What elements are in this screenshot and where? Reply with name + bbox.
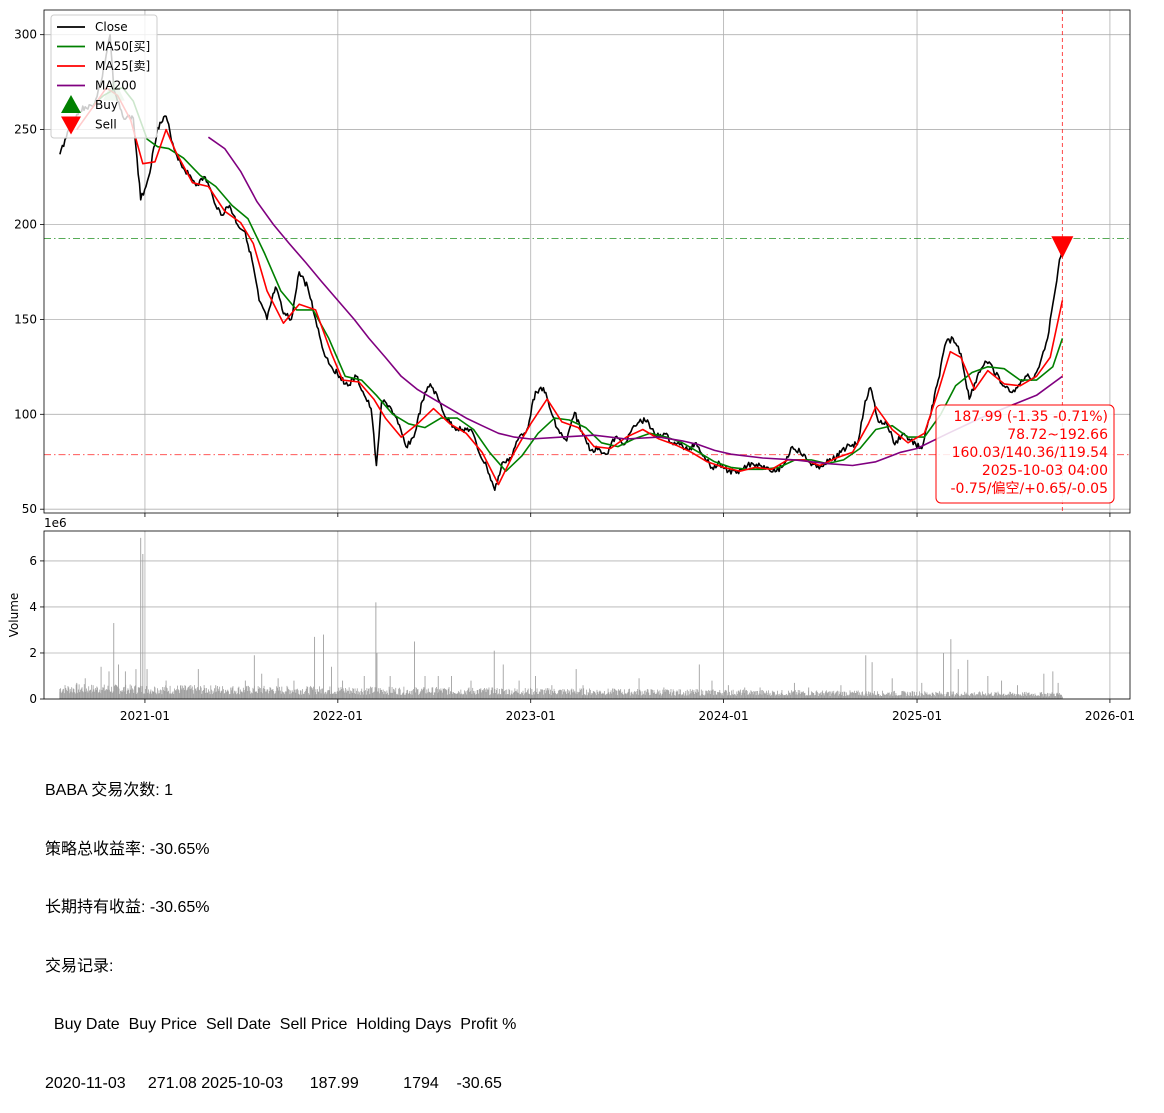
annotation-line: 78.72~192.66	[1007, 427, 1108, 443]
legend-label: MA200	[95, 79, 136, 93]
trade-table-row: 2020-11-03 271.08 2025-10-03 187.99 1794…	[45, 1074, 502, 1092]
price-axes-frame	[43, 9, 1131, 514]
trade-table-header: Buy Date Buy Price Sell Date Sell Price …	[45, 1016, 517, 1033]
series-line-ma200	[207, 136, 1063, 467]
x-tick-label: 2024-01	[699, 709, 749, 723]
series-line-ma25	[76, 87, 1064, 486]
annotation-box: 187.99 (-1.35 -0.71%) 78.72~192.66 160.03/…	[935, 404, 1115, 504]
annotation-line: 160.03/140.36/119.54	[952, 445, 1108, 461]
volume-axes-frame	[43, 530, 1131, 700]
summary-trade-count: BABA 交易次数: 1	[45, 782, 174, 799]
price-y-tick-label: 250	[14, 123, 37, 137]
x-tick-label: 2026-01	[1085, 709, 1135, 723]
volume-y-tick-label: 6	[29, 554, 37, 568]
x-tick-label: 2021-01	[120, 709, 170, 723]
price-y-tick-label: 200	[14, 217, 37, 231]
price-y-tick-label: 100	[14, 407, 37, 421]
legend-sell-icon	[61, 116, 81, 135]
x-tick-label: 2025-01	[892, 709, 942, 723]
x-tick-label: 2023-01	[506, 709, 556, 723]
series-line-close	[59, 33, 1064, 491]
price-y-tick-label: 150	[14, 312, 37, 326]
legend-label: Sell	[95, 118, 117, 132]
sell-marker	[1051, 236, 1074, 259]
volume-plot-area	[44, 531, 1130, 699]
legend-label: MA50[买]	[95, 40, 150, 54]
x-tick-label: 2022-01	[313, 709, 363, 723]
series-line-ma50	[92, 87, 1064, 472]
summary-strategy-return: 策略总收益率: -30.65%	[45, 840, 210, 858]
volume-y-tick-label: 0	[29, 692, 37, 706]
strategy-summary: BABA 交易次数: 1 策略总收益率: -30.65% 长期持有收益: -30…	[45, 742, 516, 1113]
legend-label: Close	[95, 20, 128, 34]
annotation-frame	[935, 404, 1115, 504]
legend: Close MA50[买] MA25[卖] MA200 Buy Sell	[50, 14, 158, 139]
summary-buy-hold-return: 长期持有收益: -30.65%	[45, 899, 210, 916]
volume-y-tick-label: 4	[29, 600, 37, 614]
legend-label: MA25[卖]	[95, 59, 150, 73]
volume-y-tick-label: 2	[29, 646, 37, 660]
volume-axes: 2021-01 2022-01 2023-01 2024-01 2025-01 2026-…	[7, 516, 1135, 723]
annotation-line: 187.99 (-1.35 -0.71%)	[953, 409, 1108, 425]
price-y-tick-label: 50	[22, 502, 37, 516]
volume-y-axis-label: Volume	[7, 593, 21, 638]
legend-label: Buy	[95, 98, 118, 112]
legend-buy-icon	[61, 95, 81, 113]
annotation-line: -0.75/偏空/+0.65/-0.05	[951, 481, 1109, 497]
price-y-tick-label: 300	[14, 28, 37, 42]
summary-trade-log-label: 交易记录:	[45, 957, 114, 975]
annotation-line: 2025-10-03 04:00	[982, 463, 1108, 479]
volume-offset-label: 1e6	[44, 516, 67, 530]
